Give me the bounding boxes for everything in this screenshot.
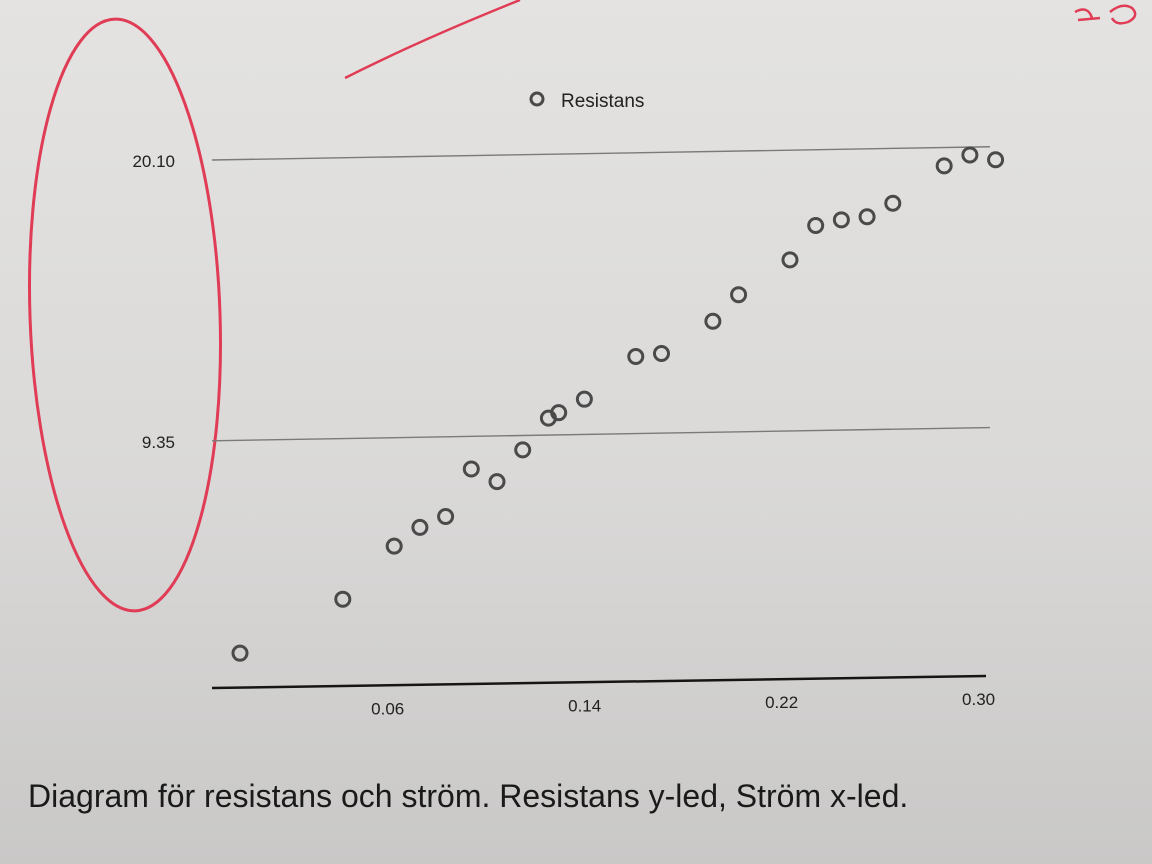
data-point-0 (231, 644, 249, 662)
data-point-5 (462, 460, 480, 478)
x-axis-line (211, 674, 987, 690)
data-point-20 (935, 157, 953, 175)
x-tick-label-0: 0.06 (371, 699, 404, 718)
gridlines (211, 146, 991, 442)
data-point-16 (807, 216, 825, 234)
data-point-19 (884, 194, 902, 212)
legend-label: Resistans (561, 91, 644, 112)
legend: Resistans (529, 91, 644, 112)
tick-labels: 9.35 20.10 0.06 0.14 0.22 0.30 (132, 152, 995, 718)
data-point-11 (627, 348, 645, 366)
data-point-7 (514, 441, 532, 459)
data-point-21 (961, 146, 979, 164)
gridline-0 (211, 426, 991, 442)
annotation-circle (27, 17, 223, 613)
data-point-4 (437, 507, 455, 525)
data-point-14 (730, 286, 748, 304)
y-tick-label-1: 20.10 (132, 152, 175, 171)
data-point-15 (781, 251, 799, 269)
x-tick-label-3: 0.30 (962, 690, 995, 709)
legend-marker (529, 91, 545, 107)
data-point-18 (858, 208, 876, 226)
annotation-stroke (344, 0, 521, 80)
data-point-3 (411, 518, 429, 536)
data-point-6 (488, 473, 506, 491)
x-tick-label-2: 0.22 (765, 693, 798, 712)
data-point-2 (385, 537, 403, 555)
data-point-1 (334, 590, 352, 608)
annotation-scribble (1074, 4, 1137, 25)
data-point-22 (987, 151, 1005, 169)
x-tick-label-1: 0.14 (568, 696, 601, 715)
figure-caption: Diagram för resistans och ström. Resista… (28, 778, 909, 814)
data-points (231, 146, 1005, 662)
y-tick-label-0: 9.35 (142, 433, 175, 452)
data-point-10 (575, 390, 593, 408)
data-point-17 (832, 211, 850, 229)
data-point-13 (704, 312, 722, 330)
data-point-12 (652, 344, 670, 362)
gridline-1 (211, 146, 991, 161)
data-point-9 (550, 404, 568, 422)
